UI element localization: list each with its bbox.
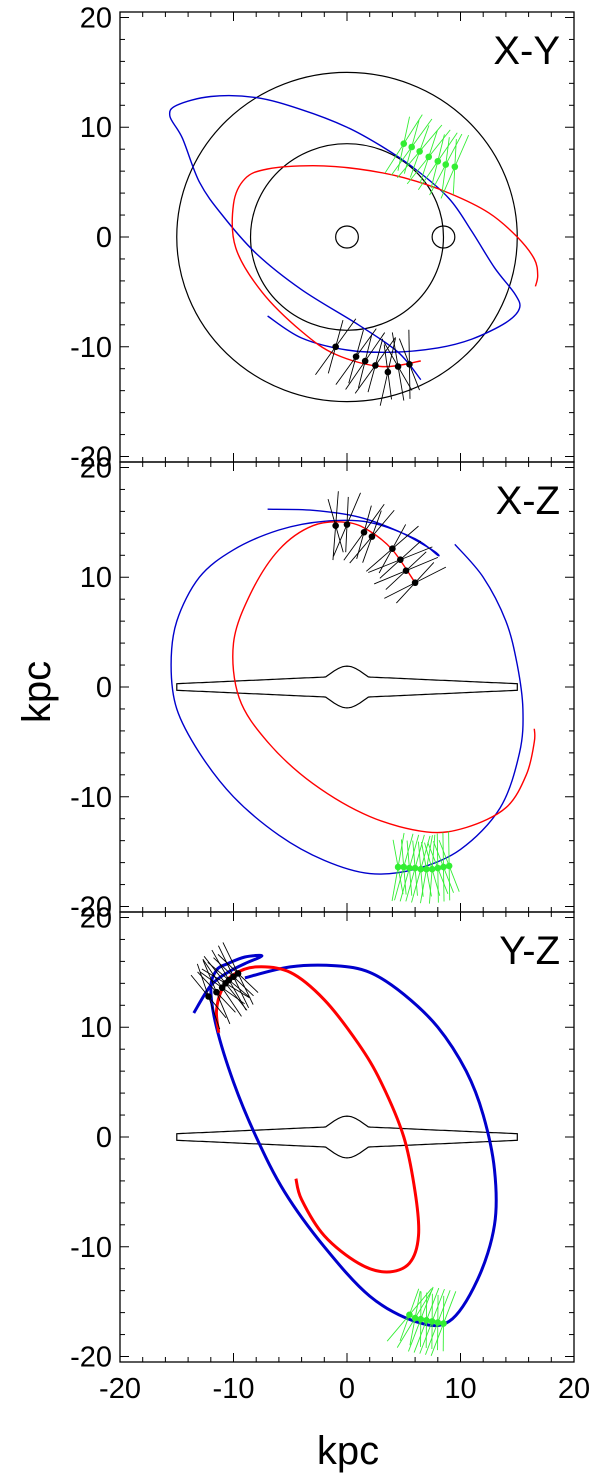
black-observation-point bbox=[332, 343, 339, 351]
green-observation-point bbox=[411, 1314, 419, 1322]
panel-y-z: 20 10 0 -10 -20 Y-Z -20 -10 0 10 20 bbox=[70, 902, 590, 1405]
green-observation-point bbox=[434, 864, 442, 872]
black-observation-point bbox=[352, 353, 360, 360]
disk-outline bbox=[176, 1115, 518, 1159]
panel-x-y: 20 10 0 -10 -20 X-Y bbox=[70, 2, 575, 474]
reference-circle-0 bbox=[176, 71, 518, 403]
black-observation-point bbox=[411, 579, 419, 587]
black-observation-point bbox=[360, 528, 368, 536]
x-tick-label: 0 bbox=[339, 1373, 355, 1405]
panels-layer: 20 10 0 -10 -20 X-Y 20 10 0 -10 -20 X-Z 20 10 0 -10 -20 Y… bbox=[70, 2, 590, 1405]
black-observation-group bbox=[190, 942, 259, 1030]
black-observation-point bbox=[361, 357, 369, 365]
reference-circle-3 bbox=[431, 225, 456, 249]
black-observation-point bbox=[230, 973, 237, 981]
y-tick-label: 20 bbox=[80, 452, 112, 484]
green-observation-group bbox=[391, 831, 460, 904]
black-observation-point bbox=[384, 368, 392, 376]
y-tick-label: 20 bbox=[80, 902, 112, 934]
black-observation-point bbox=[234, 970, 242, 977]
plot-area-y-z bbox=[176, 942, 518, 1356]
green-observation-point bbox=[406, 864, 413, 872]
black-observation-group bbox=[315, 318, 420, 406]
black-observation-point bbox=[332, 522, 339, 529]
green-observation-point bbox=[425, 153, 433, 161]
green-observation-point bbox=[442, 161, 450, 168]
black-observation-point bbox=[402, 567, 410, 574]
y-tick-label: -10 bbox=[70, 782, 112, 814]
black-observation-point bbox=[368, 533, 376, 540]
panel-frame-x-y bbox=[119, 11, 575, 463]
black-observation-point bbox=[225, 976, 233, 984]
green-observation-point bbox=[411, 864, 419, 872]
green-observation-point bbox=[408, 143, 415, 151]
y-tick-label: -10 bbox=[70, 1232, 112, 1264]
green-observation-point bbox=[440, 1320, 447, 1327]
panel-x-z: 20 10 0 -10 -20 X-Z bbox=[70, 452, 575, 924]
green-observation-point bbox=[434, 1319, 442, 1326]
x-tick-label: 10 bbox=[444, 1373, 476, 1405]
y-tick-label: -10 bbox=[70, 332, 112, 364]
black-observation-group bbox=[327, 491, 447, 604]
x-tick-label: -10 bbox=[213, 1373, 255, 1405]
x-tick-label: 20 bbox=[558, 1373, 590, 1405]
x-axis-title: kpc bbox=[317, 1429, 379, 1473]
black-observation-point bbox=[406, 361, 413, 368]
y-tick-label: 10 bbox=[80, 562, 112, 594]
panel-label-y-z: Y-Z bbox=[499, 929, 560, 973]
y-tick-label: -20 bbox=[70, 1342, 112, 1374]
green-observation-point bbox=[428, 865, 436, 873]
green-observation-point bbox=[406, 1311, 413, 1319]
green-observation-point bbox=[440, 863, 447, 871]
black-observation-point bbox=[394, 363, 402, 370]
blue-orbit-line bbox=[192, 953, 498, 1328]
green-observation-point bbox=[394, 863, 402, 871]
black-observation-point bbox=[343, 521, 351, 528]
green-observation-point bbox=[434, 157, 442, 165]
blue-orbit-line bbox=[170, 508, 524, 875]
y-tick-label: 10 bbox=[80, 112, 112, 144]
y-tick-label: 0 bbox=[96, 222, 112, 254]
black-observation-point bbox=[389, 545, 396, 553]
panel-frame-y-z bbox=[119, 911, 575, 1363]
green-observation-point bbox=[428, 1318, 436, 1325]
black-observation-point bbox=[397, 556, 404, 563]
y-tick-label: 10 bbox=[80, 1012, 112, 1044]
green-observation-point bbox=[423, 865, 430, 873]
green-observation-point bbox=[423, 1316, 430, 1324]
panel-label-x-z: X-Z bbox=[496, 479, 560, 523]
green-observation-point bbox=[417, 1315, 425, 1323]
y-tick-label: 20 bbox=[80, 2, 112, 34]
green-observation-point bbox=[417, 865, 425, 873]
y-tick-label: 0 bbox=[96, 1122, 112, 1154]
disk-outline bbox=[176, 665, 518, 709]
y-tick-label: -20 bbox=[70, 442, 112, 474]
black-observation-point bbox=[213, 988, 220, 996]
y-tick-label: 0 bbox=[96, 672, 112, 704]
panel-label-x-y: X-Y bbox=[493, 29, 560, 73]
red-orbit-line bbox=[231, 164, 539, 368]
plot-area-x-y bbox=[168, 71, 539, 406]
y-axis-title: kpc bbox=[15, 661, 59, 723]
green-observation-group bbox=[386, 1286, 457, 1356]
x-tick-label: -20 bbox=[99, 1373, 141, 1405]
black-observation-point bbox=[205, 993, 212, 1000]
reference-circle-1 bbox=[249, 143, 445, 331]
green-observation-point bbox=[451, 163, 459, 171]
blue-orbit-line bbox=[168, 94, 521, 381]
y-tick-label: -20 bbox=[70, 892, 112, 924]
green-observation-point bbox=[400, 140, 408, 148]
green-observation-point bbox=[416, 148, 423, 155]
reference-circle-2 bbox=[335, 225, 359, 249]
green-observation-group bbox=[384, 114, 470, 199]
green-observation-point bbox=[445, 862, 453, 870]
plot-area-x-z bbox=[170, 491, 536, 904]
black-observation-point bbox=[372, 362, 379, 369]
green-observation-point bbox=[400, 863, 408, 871]
